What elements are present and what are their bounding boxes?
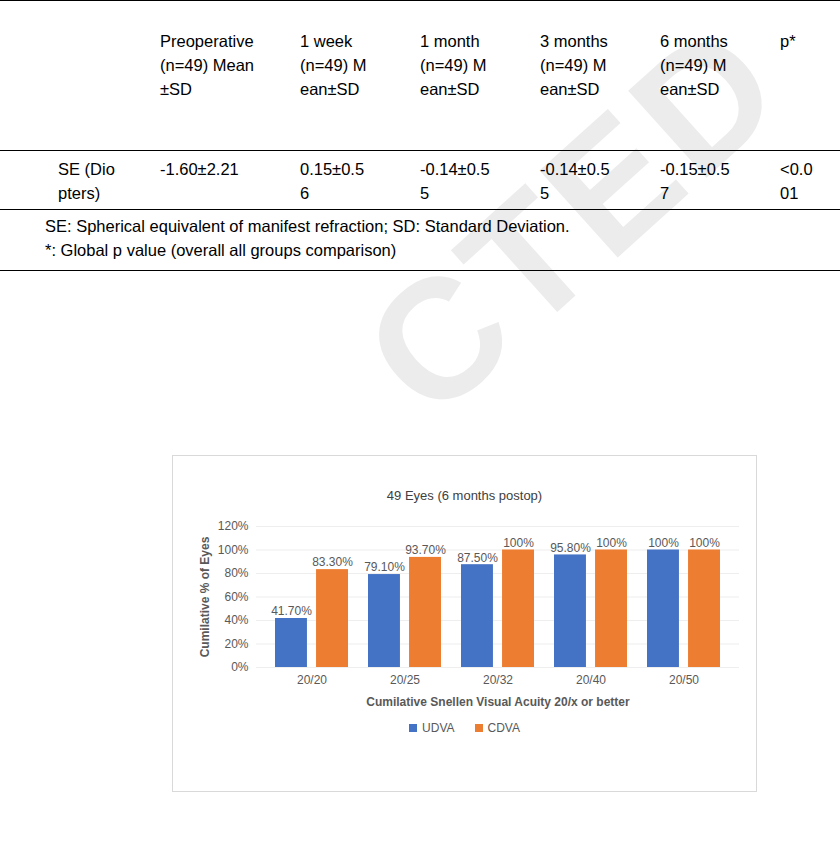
svg-text:95.80%: 95.80% <box>550 541 591 555</box>
html-text:49 Eyes (6 months postop): 49 Eyes (6 months postop) <box>386 488 543 503</box>
svg-text:120%: 120% <box>218 519 249 533</box>
svg-text:20/25: 20/25 <box>390 673 420 687</box>
html-text:Preoperative (n=49) Mean±SD: Preoperative (n=49) Mean±SD <box>160 32 254 98</box>
html-text:SE: Spherical equivalent of ma: SE: Spherical equivalent of manifest ref… <box>45 217 570 235</box>
svg-text:79.10%: 79.10% <box>364 560 405 574</box>
html-text:1 month (n=49) Mean±SD: 1 month (n=49) Mean±SD <box>420 32 487 98</box>
svg-text:100%: 100% <box>596 536 627 550</box>
svg-text:100%: 100% <box>503 536 534 550</box>
html-text:-1.60±2.21: -1.60±2.21 <box>160 160 239 178</box>
svg-text:100%: 100% <box>689 536 720 550</box>
html-text:-0.14±0.55: -0.14±0.55 <box>540 160 610 202</box>
html-text:0.15±0.56: 0.15±0.56 <box>300 160 365 202</box>
html-text:3 months (n=49) Mean±SD: 3 months (n=49) Mean±SD <box>540 32 608 98</box>
svg-text:20/20: 20/20 <box>297 673 327 687</box>
svg-text:80%: 80% <box>224 566 248 580</box>
html-text:<0.001: <0.001 <box>780 160 813 202</box>
svg-text:41.70%: 41.70% <box>271 604 312 618</box>
html-text:1 week (n=49) Mean±SD: 1 week (n=49) Mean±SD <box>300 32 367 98</box>
svg-text:87.50%: 87.50% <box>457 551 498 565</box>
html-text:p*: p* <box>780 32 796 50</box>
svg-text:60%: 60% <box>224 590 248 604</box>
html-text:-0.15±0.57: -0.15±0.57 <box>660 160 730 202</box>
html-text:6 months (n=49) Mean±SD: 6 months (n=49) Mean±SD <box>660 32 728 98</box>
svg-text:100%: 100% <box>218 543 249 557</box>
html-text:*: Global p value (overall all: *: Global p value (overall all groups co… <box>45 241 397 259</box>
html-text:UDVA: UDVA <box>422 721 455 735</box>
svg-text:Cumilative Snellen Visual Acui: Cumilative Snellen Visual Acuity 20/x or… <box>366 695 630 709</box>
svg-text:20/50: 20/50 <box>669 673 699 687</box>
svg-text:Cumilative % of Eyes: Cumilative % of Eyes <box>198 536 212 657</box>
svg-text:100%: 100% <box>648 536 679 550</box>
html-text:-0.14±0.55: -0.14±0.55 <box>420 160 490 202</box>
svg-text:0%: 0% <box>231 660 249 674</box>
svg-text:40%: 40% <box>224 613 248 627</box>
svg-text:20%: 20% <box>224 637 248 651</box>
html-text:CDVA: CDVA <box>487 721 520 735</box>
html-text:SE (Diopters): SE (Diopters) <box>58 160 115 202</box>
svg-text:20/40: 20/40 <box>576 673 606 687</box>
svg-text:83.30%: 83.30% <box>312 555 353 569</box>
svg-text:93.70%: 93.70% <box>405 543 446 557</box>
svg-text:20/32: 20/32 <box>483 673 513 687</box>
